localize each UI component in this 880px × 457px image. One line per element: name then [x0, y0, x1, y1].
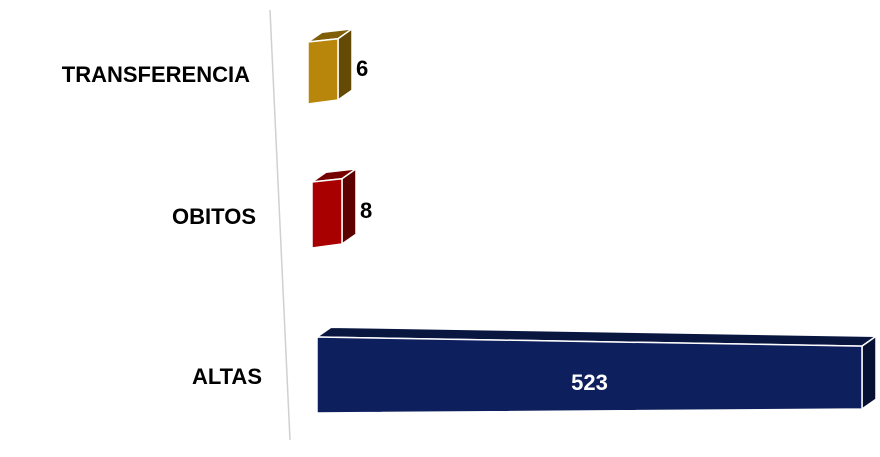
bar-altas — [314, 326, 879, 414]
bar-end-face — [337, 27, 353, 102]
bar-obitos — [311, 167, 357, 249]
category-label-obitos: OBITOS — [172, 204, 256, 229]
value-label-transferencia: 6 — [356, 56, 368, 81]
bar-end-face — [341, 167, 357, 246]
category-label-transferencia: TRANSFERENCIA — [62, 62, 250, 87]
category-axis-line — [269, 9, 291, 441]
value-label-altas: 523 — [571, 370, 608, 395]
bar-front-face — [307, 37, 339, 105]
bar-front-face — [311, 177, 343, 249]
bar-transferencia — [307, 27, 353, 105]
category-label-altas: ALTAS — [192, 364, 262, 389]
value-label-obitos: 8 — [360, 198, 372, 223]
bar-end-face — [861, 334, 877, 411]
bar-front-face — [316, 336, 863, 414]
